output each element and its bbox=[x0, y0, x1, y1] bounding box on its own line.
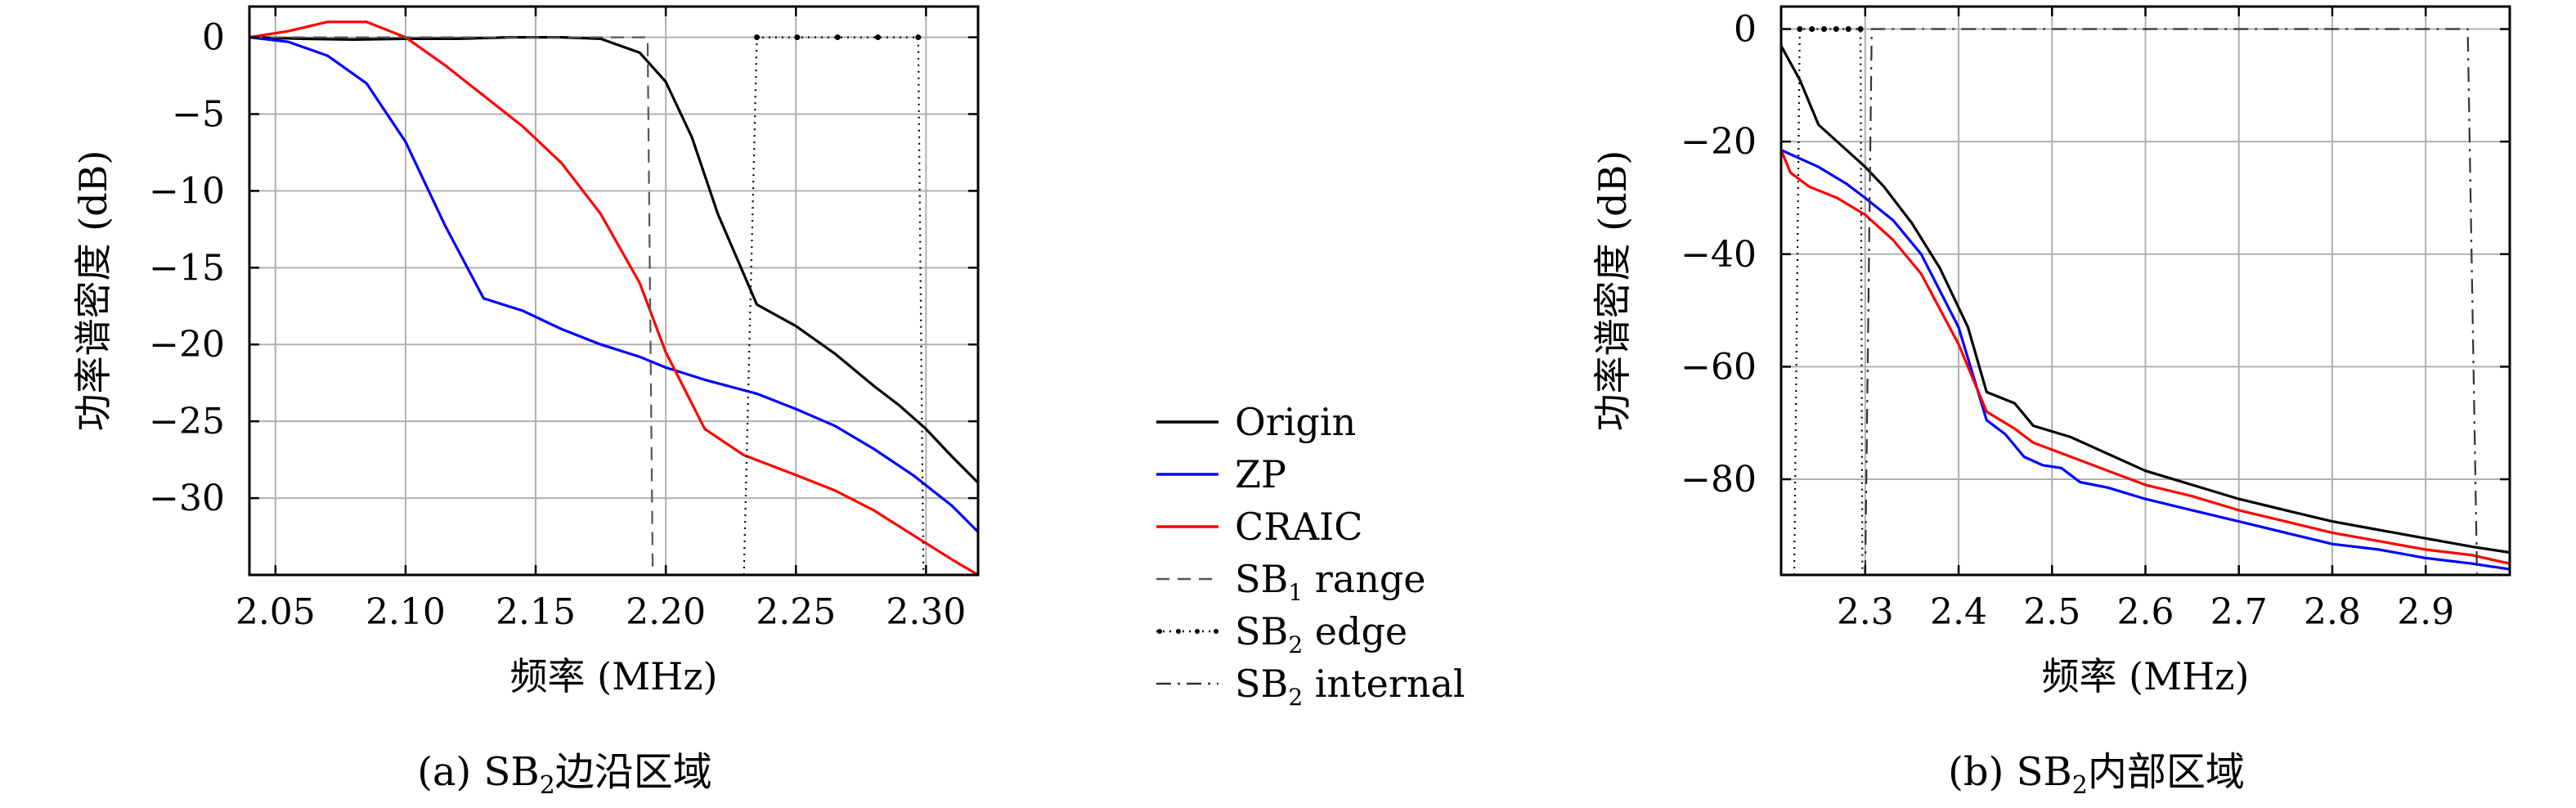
caption-subscript: 2 bbox=[540, 771, 555, 800]
y-tick-label: −15 bbox=[149, 247, 225, 289]
legend-label: SB1 range bbox=[1235, 557, 1426, 606]
y-axis-label: 功率谱密度 (dB) bbox=[71, 150, 115, 432]
edge-marker-dot bbox=[1821, 26, 1828, 33]
y-tick-label: −5 bbox=[172, 93, 225, 135]
series-line-craic bbox=[1781, 149, 2510, 565]
edge-marker-dot bbox=[1809, 26, 1815, 33]
edge-marker-dot bbox=[1845, 26, 1851, 33]
legend-swatch-dot bbox=[1176, 629, 1181, 634]
legend-swatch-dot bbox=[1157, 629, 1162, 634]
legend-label: SB2 edge bbox=[1235, 609, 1407, 658]
y-tick-label: 0 bbox=[202, 17, 225, 59]
edge-marker-dot bbox=[1797, 26, 1803, 33]
figure-caption: (b) SB2内部区域 bbox=[1948, 749, 2245, 800]
x-tick-label: 2.15 bbox=[496, 591, 576, 633]
legend-swatch-dot bbox=[1214, 629, 1218, 634]
x-axis-label: 频率 (MHz) bbox=[510, 654, 718, 698]
series-line-sb-internal bbox=[1864, 28, 2479, 575]
legend-label: CRAIC bbox=[1235, 505, 1362, 549]
legend-label: SB2 internal bbox=[1235, 662, 1465, 711]
legend-label-main: SB bbox=[1235, 557, 1288, 601]
x-tick-label: 2.9 bbox=[2397, 591, 2454, 633]
x-tick-label: 2.10 bbox=[366, 591, 446, 633]
legend-entry: SB2 internal bbox=[1156, 662, 1465, 711]
series-group bbox=[249, 20, 978, 575]
edge-marker-dot bbox=[1857, 26, 1864, 33]
y-tick-label: −20 bbox=[149, 324, 225, 366]
x-axis-label: 频率 (MHz) bbox=[2042, 654, 2250, 698]
y-tick-label: −40 bbox=[1681, 234, 1757, 276]
legend-entry: SB1 range bbox=[1156, 557, 1426, 606]
x-tick-label: 2.05 bbox=[236, 591, 316, 633]
legend-entry: ZP bbox=[1156, 452, 1286, 496]
chart-b: 2.3 2.4 2.5 2.6 2.7 2.8 2.9 0 −20 −40 −60 −80 频率 (MH… bbox=[1591, 5, 2511, 800]
y-tick-label: −80 bbox=[1681, 459, 1757, 501]
series-line-sb-edge bbox=[743, 36, 925, 575]
legend-label: Origin bbox=[1235, 400, 1356, 444]
edge-marker-dot bbox=[1833, 26, 1839, 33]
caption-prefix: (a) SB bbox=[417, 749, 539, 795]
y-tick-label: −30 bbox=[149, 478, 225, 519]
x-tick-label: 2.30 bbox=[886, 591, 966, 633]
series-line-zp bbox=[1781, 149, 2510, 571]
legend-entry: SB2 edge bbox=[1156, 609, 1407, 658]
legend-label-subscript: 1 bbox=[1288, 579, 1303, 606]
edge-marker-dot bbox=[754, 34, 761, 41]
x-tick-label: 2.20 bbox=[626, 591, 706, 633]
legend-entry: Origin bbox=[1156, 400, 1356, 444]
y-tick-label: −25 bbox=[149, 401, 225, 442]
x-tick-label: 2.5 bbox=[2023, 591, 2080, 633]
legend-label-subscript: 2 bbox=[1288, 631, 1303, 658]
series-group bbox=[1781, 26, 2510, 575]
legend-swatch-dot bbox=[1195, 629, 1200, 634]
caption-suffix: 边沿区域 bbox=[555, 749, 712, 795]
x-tick-label: 2.7 bbox=[2210, 591, 2268, 633]
x-tick-label: 2.8 bbox=[2304, 591, 2361, 633]
y-tick-label: −10 bbox=[149, 170, 225, 212]
series-line-zp bbox=[249, 36, 978, 533]
legend-label-subscript: 2 bbox=[1288, 684, 1303, 711]
caption-suffix: 内部区域 bbox=[2088, 749, 2245, 795]
legend-label-tail: edge bbox=[1303, 609, 1407, 653]
caption-subscript: 2 bbox=[2072, 771, 2088, 800]
legend-label-main: Origin bbox=[1235, 400, 1356, 444]
x-tick-label: 2.6 bbox=[2117, 591, 2174, 633]
caption-prefix: (b) SB bbox=[1948, 749, 2072, 795]
legend-label: ZP bbox=[1235, 452, 1286, 496]
legend-entry: CRAIC bbox=[1156, 505, 1362, 549]
edge-marker-dot bbox=[834, 34, 841, 41]
x-tick-label: 2.25 bbox=[756, 591, 836, 633]
series-line-sb-range bbox=[249, 36, 654, 575]
edge-marker-dot bbox=[915, 34, 922, 41]
y-axis-label: 功率谱密度 (dB) bbox=[1591, 150, 1635, 432]
y-tick-label: −20 bbox=[1681, 121, 1757, 163]
legend-label-main: SB bbox=[1235, 662, 1288, 706]
legend-label-main: CRAIC bbox=[1235, 505, 1362, 549]
y-tick-label: 0 bbox=[1734, 9, 1757, 51]
legend-label-main: ZP bbox=[1235, 452, 1286, 496]
x-tick-label: 2.4 bbox=[1930, 591, 1987, 633]
legend-label-tail: range bbox=[1303, 557, 1425, 601]
series-line-craic bbox=[249, 20, 978, 575]
figure-caption: (a) SB2边沿区域 bbox=[417, 749, 712, 800]
edge-marker-dot bbox=[794, 34, 801, 41]
legend-label-main: SB bbox=[1235, 609, 1288, 653]
legend-label-tail: internal bbox=[1303, 662, 1465, 706]
series-line-origin bbox=[1781, 45, 2510, 554]
series-line-origin bbox=[249, 35, 978, 484]
x-tick-label: 2.3 bbox=[1837, 591, 1894, 633]
plot-frame bbox=[248, 5, 980, 577]
series-line-sb-edge bbox=[1793, 28, 1864, 575]
chart-a: 2.05 2.10 2.15 2.20 2.25 2.30 0 −5 −10 −15 −20 −25 −… bbox=[71, 5, 980, 800]
y-tick-label: −60 bbox=[1681, 346, 1757, 388]
edge-marker-dot bbox=[874, 34, 881, 41]
